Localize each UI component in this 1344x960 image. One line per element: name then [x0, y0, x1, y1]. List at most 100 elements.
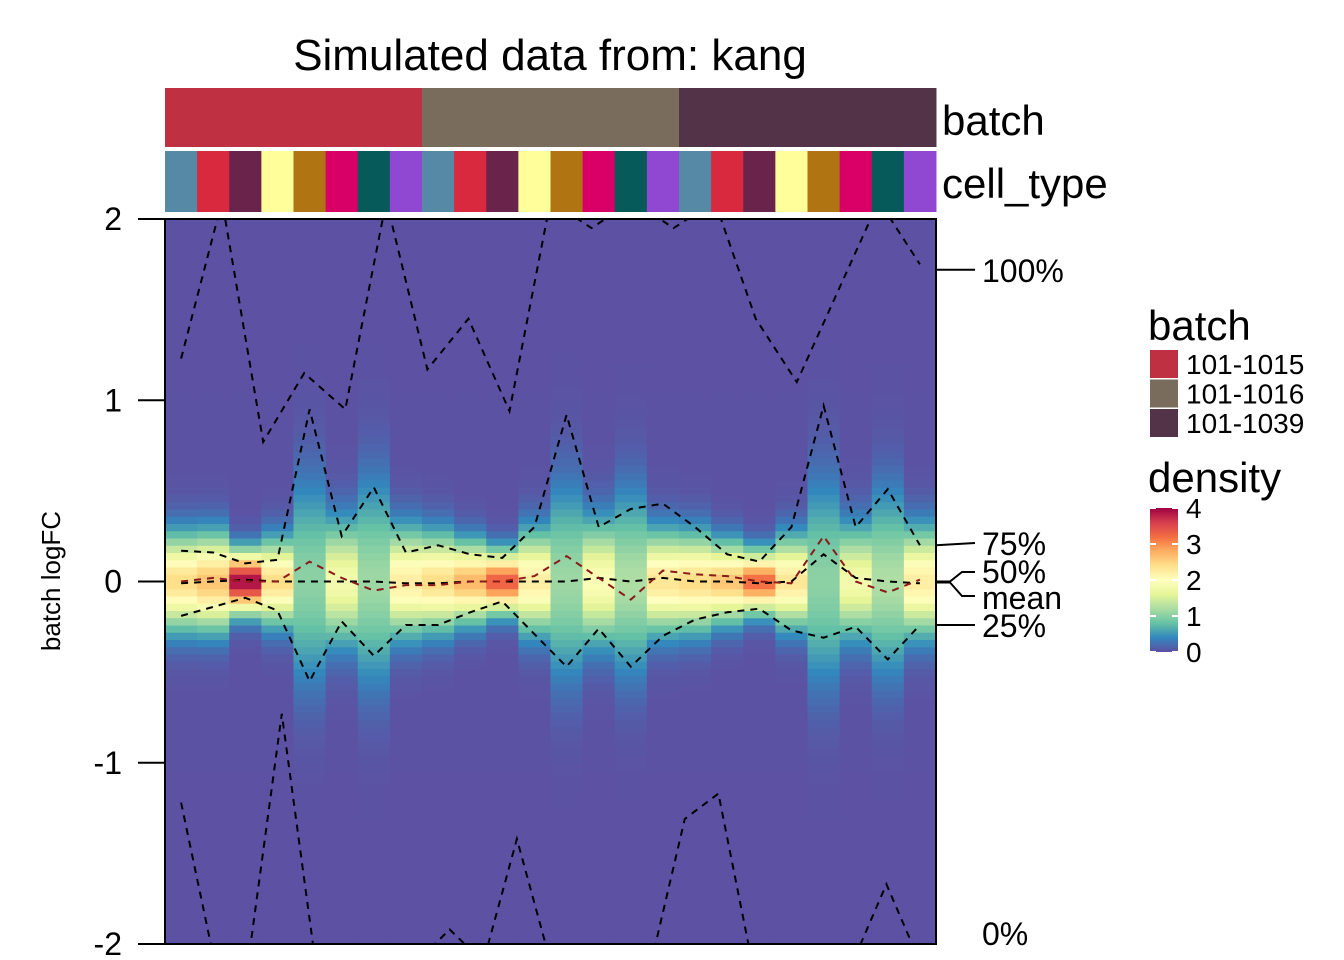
heatmap-cell: [261, 683, 294, 691]
heatmap-cell: [325, 791, 359, 800]
heatmap-cell: [550, 654, 584, 662]
heatmap-cell: [775, 922, 808, 930]
heatmap-cell: [775, 596, 808, 604]
heatmap-cell: [550, 501, 584, 510]
heatmap-cell: [679, 704, 712, 713]
heatmap-cell: [550, 219, 584, 227]
heatmap-cell: [582, 349, 616, 358]
heatmap-cell: [775, 661, 808, 669]
heatmap-cell: [743, 306, 776, 314]
heatmap-cell: [743, 784, 776, 793]
heatmap-cell: [903, 552, 936, 561]
heatmap-cell: [775, 675, 808, 684]
heatmap-cell: [518, 451, 551, 459]
heatmap-cell: [582, 770, 616, 778]
heatmap-cell: [807, 291, 841, 300]
heatmap-cell: [165, 929, 198, 938]
heatmap-cell: [325, 306, 359, 314]
heatmap-cell: [325, 770, 359, 778]
heatmap-cell: [614, 813, 648, 822]
heatmap-cell: [197, 639, 230, 648]
heatmap-cell: [775, 233, 808, 242]
heatmap-cell: [454, 465, 487, 474]
heatmap-cell: [518, 523, 551, 532]
heatmap-cell: [229, 610, 262, 619]
heatmap-cell: [871, 313, 905, 321]
heatmap-cell: [903, 407, 936, 416]
heatmap-cell: [711, 603, 744, 611]
heatmap-cell: [454, 509, 487, 517]
heatmap-cell: [839, 813, 873, 822]
heatmap-cell: [261, 697, 294, 706]
heatmap-column: [711, 219, 744, 944]
heatmap-cell: [422, 755, 455, 764]
heatmap-cell: [743, 915, 776, 923]
heatmap-cell: [903, 726, 936, 735]
heatmap-cell: [357, 298, 391, 307]
heatmap-cell: [807, 248, 841, 256]
heatmap-cell: [550, 857, 584, 865]
heatmap-cell: [357, 313, 391, 321]
heatmap-cell: [229, 842, 262, 851]
heatmap-cell: [197, 291, 230, 300]
heatmap-cell: [454, 400, 487, 408]
heatmap-cell: [293, 603, 327, 611]
heatmap-cell: [389, 915, 423, 923]
heatmap-cell: [229, 799, 262, 807]
heatmap-cell: [839, 581, 873, 590]
heatmap-cell: [743, 907, 776, 916]
heatmap-cell: [679, 784, 712, 793]
heatmap-cell: [357, 907, 391, 916]
heatmap-cell: [293, 385, 327, 394]
heatmap-cell: [646, 472, 680, 481]
heatmap-cell: [839, 393, 873, 401]
heatmap-cell: [293, 654, 327, 662]
cell-type-cell: [293, 151, 327, 212]
heatmap-cell: [325, 472, 359, 481]
heatmap-cell: [454, 864, 487, 872]
heatmap-cell: [614, 886, 648, 894]
heatmap-cell: [903, 393, 936, 401]
cell-type-cell: [486, 151, 519, 212]
heatmap-cell: [614, 733, 648, 742]
heatmap-cell: [454, 900, 487, 909]
heatmap-cell: [422, 371, 455, 379]
heatmap-cell: [518, 893, 551, 901]
heatmap-cell: [357, 356, 391, 365]
heatmap-cell: [614, 755, 648, 764]
heatmap-cell: [679, 770, 712, 778]
heatmap-cell: [486, 617, 519, 626]
heatmap-cell: [325, 414, 359, 423]
heatmap-cell: [197, 327, 230, 336]
heatmap-cell: [165, 298, 198, 307]
heatmap-cell: [679, 400, 712, 408]
heatmap-cell: [807, 443, 841, 452]
heatmap-cell: [807, 574, 841, 582]
heatmap-cell: [582, 777, 616, 785]
heatmap-cell: [454, 668, 487, 677]
heatmap-cell: [357, 625, 391, 633]
heatmap-cell: [807, 683, 841, 691]
heatmap-cell: [518, 900, 551, 909]
heatmap-cell: [229, 639, 262, 648]
heatmap-cell: [229, 596, 262, 604]
heatmap-cell: [871, 422, 905, 430]
cell-type-cell: [518, 151, 551, 212]
heatmap-cell: [357, 378, 391, 387]
heatmap-cell: [903, 632, 936, 640]
heatmap-cell: [614, 465, 648, 474]
heatmap-cell: [903, 364, 936, 372]
heatmap-cell: [293, 574, 327, 582]
heatmap-cell: [646, 777, 680, 785]
heatmap-cell: [839, 886, 873, 894]
heatmap-cell: [582, 364, 616, 372]
heatmap-cell: [293, 538, 327, 546]
mean-connector: [936, 581, 975, 597]
heatmap-cell: [454, 683, 487, 691]
heatmap-cell: [711, 661, 744, 669]
heatmap-cell: [165, 487, 198, 495]
heatmap-cell: [679, 813, 712, 822]
heatmap-cell: [357, 675, 391, 684]
heatmap-cell: [486, 712, 519, 720]
heatmap-cell: [261, 857, 294, 865]
